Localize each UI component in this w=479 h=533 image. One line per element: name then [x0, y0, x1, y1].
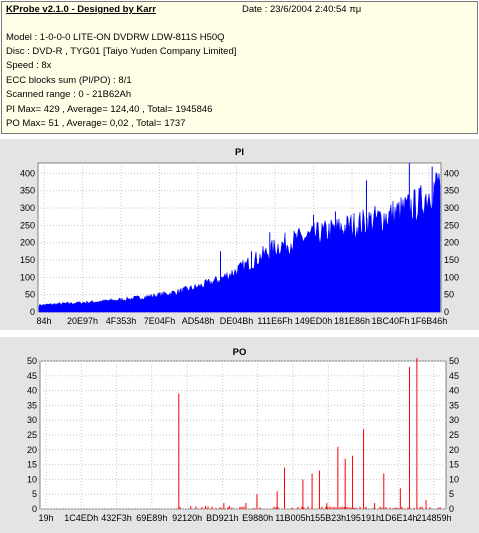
po-xtick-label: 92120h — [172, 513, 202, 523]
scan-range: Scanned range : 0 - 21B62Ah — [6, 89, 132, 100]
pi-ytick-left: 50 — [25, 290, 35, 300]
app-title: KProbe v2.1.0 - Designed by Karr — [6, 4, 156, 15]
pi-ytick-left: 300 — [20, 203, 35, 213]
pi-xtick-label: 111E6Fh — [257, 316, 292, 326]
po-ytick-right: 35 — [449, 400, 459, 410]
po-ytick-left: 40 — [27, 386, 37, 396]
pi-chart-panel: PI 0 0 50 50 100 100 150 150 200 200 250 250 300 300 3… — [0, 139, 479, 330]
pi-series-area — [38, 171, 441, 313]
po-ytick-left: 30 — [27, 415, 37, 425]
po-ytick-right: 40 — [449, 386, 459, 396]
pi-ytick-right: 350 — [444, 186, 459, 196]
pi-ytick-left: 0 — [30, 307, 35, 317]
po-ytick-left: 20 — [27, 445, 37, 455]
po-ytick-right: 10 — [449, 474, 459, 484]
po-chart-panel: PO 0 0 5 5 10 10 15 15 20 20 25 25 30 30 35 35 40 40 45 45 5… — [0, 337, 479, 533]
pi-xtick-label: 4F353h — [106, 316, 137, 326]
disc-info: Disc : DVD-R , TYG01 [Taiyo Yuden Compan… — [6, 46, 237, 57]
po-ytick-right: 5 — [449, 489, 454, 499]
po-ytick-left: 15 — [27, 460, 37, 470]
po-xtick-label: 195191h — [346, 513, 381, 523]
po-ytick-left: 5 — [32, 489, 37, 499]
po-chart: 0 0 5 5 10 10 15 15 20 20 25 25 30 30 35 35 40 40 45 45 50 50… — [27, 356, 459, 523]
pi-ytick-right: 150 — [444, 255, 459, 265]
po-xtick-label: 69E89h — [136, 513, 167, 523]
pi-ytick-left: 400 — [20, 168, 35, 178]
po-ytick-left: 35 — [27, 400, 37, 410]
po-ytick-right: 25 — [449, 430, 459, 440]
pi-chart: 0 0 50 50 100 100 150 150 200 200 250 250 300 300 350 3… — [20, 162, 459, 326]
pi-stats: PI Max= 429 , Average= 124,40 , Total= 1… — [6, 104, 213, 115]
pi-ytick-left: 150 — [20, 255, 35, 265]
pi-xtick-label: 181E86h — [334, 316, 370, 326]
pi-xtick-label: 1BC40Fh — [371, 316, 409, 326]
pi-ytick-right: 100 — [444, 272, 459, 282]
po-ytick-right: 20 — [449, 445, 459, 455]
pi-ytick-left: 350 — [20, 186, 35, 196]
pi-xtick-label: 149ED0h — [295, 316, 333, 326]
po-ytick-right: 45 — [449, 371, 459, 381]
drive-model: Model : 1-0-0-0 LITE-ON DVDRW LDW-811S H… — [6, 32, 225, 43]
po-xtick-label: BD921h — [206, 513, 239, 523]
pi-xtick-label: 20E97h — [67, 316, 98, 326]
pi-ytick-left: 250 — [20, 220, 35, 230]
po-ytick-right: 15 — [449, 460, 459, 470]
pi-ytick-right: 250 — [444, 220, 459, 230]
po-xtick-label: 155B23h — [310, 513, 346, 523]
pi-ytick-right: 200 — [444, 238, 459, 248]
pi-ytick-left: 200 — [20, 238, 35, 248]
pi-xtick-label: DE04Bh — [220, 316, 254, 326]
po-ytick-left: 50 — [27, 356, 37, 366]
pi-ytick-left: 100 — [20, 272, 35, 282]
po-ytick-right: 0 — [449, 504, 454, 514]
pi-ytick-right: 50 — [444, 290, 454, 300]
po-xtick-label: 432F3h — [101, 513, 132, 523]
po-xtick-label: E9880h — [242, 513, 273, 523]
pi-xtick-label: 7E04Fh — [144, 316, 176, 326]
po-xtick-label: 214859h — [416, 513, 451, 523]
po-xtick-label: 1D6E14h — [380, 513, 418, 523]
pi-xtick-label: 1F6B46h — [411, 316, 448, 326]
pi-chart-title: PI — [235, 147, 244, 158]
pi-xtick-label: 84h — [36, 316, 51, 326]
po-xtick-label: 19h — [38, 513, 53, 523]
po-chart-title: PO — [232, 347, 247, 358]
scan-date: Date : 23/6/2004 2:40:54 πμ — [242, 4, 362, 15]
pi-ytick-right: 300 — [444, 203, 459, 213]
po-xtick-label: 1C4EDh — [64, 513, 98, 523]
pi-ytick-right: 400 — [444, 168, 459, 178]
po-stats: PO Max= 51 , Average= 0,02 , Total= 1737 — [6, 118, 186, 129]
speed-info: Speed : 8x — [6, 60, 52, 71]
po-ytick-right: 30 — [449, 415, 459, 425]
po-ytick-left: 0 — [32, 504, 37, 514]
po-ytick-left: 45 — [27, 371, 37, 381]
ecc-info: ECC blocks sum (PI/PO) : 8/1 — [6, 75, 132, 86]
po-ytick-right: 50 — [449, 356, 459, 366]
po-ytick-left: 10 — [27, 474, 37, 484]
po-ytick-left: 25 — [27, 430, 37, 440]
pi-xtick-label: AD548h — [182, 316, 215, 326]
info-panel: KProbe v2.1.0 - Designed by Karr Date : … — [1, 1, 478, 134]
po-xtick-label: 11B005h — [275, 513, 310, 523]
pi-ytick-right: 0 — [444, 307, 449, 317]
